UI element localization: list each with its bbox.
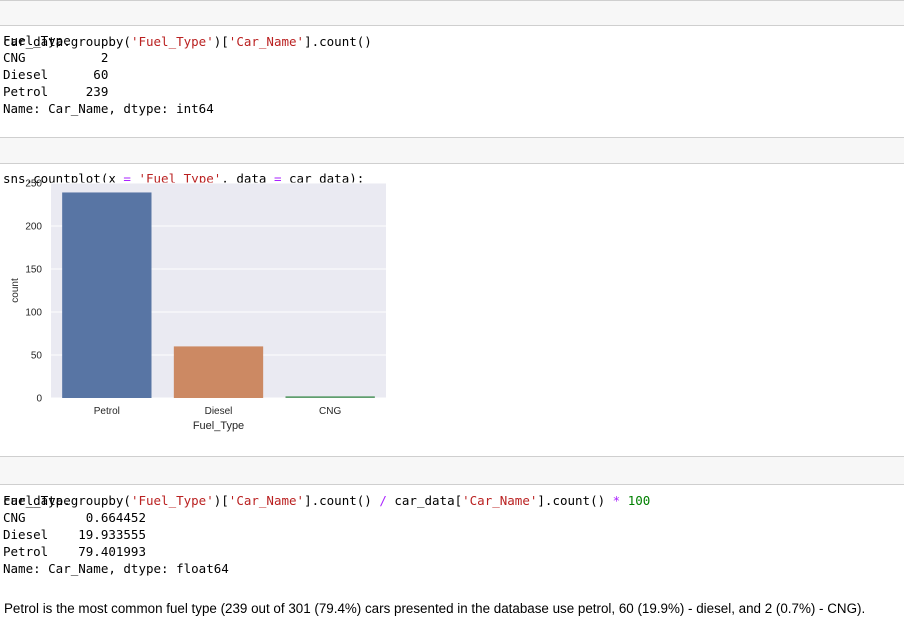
code-token: )[ [213, 34, 229, 49]
output-line: Fuel_Type [3, 33, 71, 48]
code-token: 'Car_Name' [228, 493, 305, 508]
code-token: 'Fuel_Type' [138, 171, 222, 186]
code-token: ].count() [304, 493, 380, 508]
code-token: car_data.groupby( [3, 493, 131, 508]
x-axis-label: Fuel_Type [193, 420, 244, 432]
y-tick-label: 200 [25, 222, 42, 233]
y-tick-label: 0 [36, 394, 42, 405]
output-line: Diesel 60 [3, 67, 109, 82]
code-token: 'Fuel_Type' [130, 34, 214, 49]
code-token: 'Fuel_Type' [130, 493, 214, 508]
y-tick-label: 50 [31, 351, 43, 362]
output-line: Petrol 239 [3, 84, 109, 99]
code-token: 'Car_Name' [228, 34, 305, 49]
output-line: Diesel 19.933555 [3, 527, 146, 542]
code-token: sns.countplot(x [3, 171, 124, 186]
code-token: car_data[ [386, 493, 463, 508]
code-token: 100 [627, 493, 651, 508]
code-token [620, 493, 628, 508]
code-line: car_data.groupby('Fuel_Type')['Car_Name'… [3, 487, 904, 515]
bar-cng [285, 396, 375, 398]
output-line: Name: Car_Name, dtype: int64 [3, 101, 214, 116]
code-cell-input-1[interactable]: car_data.groupby('Fuel_Type')['Car_Name'… [0, 0, 904, 49]
y-axis-label: count [10, 278, 21, 303]
code-token: = [123, 171, 131, 186]
y-tick-label: 100 [25, 308, 42, 319]
output-line: CNG 0.664452 [3, 510, 146, 525]
y-tick-label: 150 [25, 265, 42, 276]
output-line: Petrol 79.401993 [3, 544, 146, 559]
x-tick-label: CNG [319, 406, 341, 417]
countplot-output: 0 50 100 150 200 250 Petrol Diesel CNG Fuel_Type c… [0, 168, 400, 438]
cell-output-1: Fuel_Type CNG 2 Diesel 60 Petrol 239 Name: C… [3, 32, 214, 117]
x-tick-label: Diesel [205, 406, 233, 417]
code-cell-input-2[interactable]: sns.countplot(x = 'Fuel_Type', data = ca… [0, 137, 904, 186]
code-token: / [379, 493, 387, 508]
countplot-chart: 0 50 100 150 200 250 Petrol Diesel CNG Fuel_Type c… [10, 179, 386, 432]
bar-diesel [173, 346, 264, 398]
output-line: Name: Car_Name, dtype: float64 [3, 561, 229, 576]
code-token: ].count() [304, 34, 372, 49]
code-token: ].count() [537, 493, 613, 508]
code-line: sns.countplot(x = 'Fuel_Type', data = ca… [3, 168, 904, 190]
code-cell-input-3[interactable]: car_data.groupby('Fuel_Type')['Car_Name'… [0, 456, 904, 508]
y-tick-label: 250 [25, 179, 42, 190]
code-token: = [273, 171, 282, 186]
code-token: car_data); [281, 171, 365, 186]
x-tick-label: Petrol [94, 406, 120, 417]
output-line: Fuel_Type [3, 493, 71, 508]
markdown-summary: Petrol is the most common fuel type (239… [4, 601, 866, 616]
code-token: )[ [213, 493, 229, 508]
code-line: car_data.groupby('Fuel_Type')['Car_Name'… [3, 31, 904, 53]
output-line: CNG 2 [3, 50, 109, 65]
code-token: 'Car_Name' [462, 493, 538, 508]
code-token: , data [221, 171, 274, 186]
bar-petrol [62, 192, 152, 398]
cell-output-3: Fuel_Type CNG 0.664452 Diesel 19.933555 Pet… [3, 492, 229, 577]
code-token: car_data.groupby( [3, 34, 131, 49]
code-token: * [612, 493, 621, 508]
